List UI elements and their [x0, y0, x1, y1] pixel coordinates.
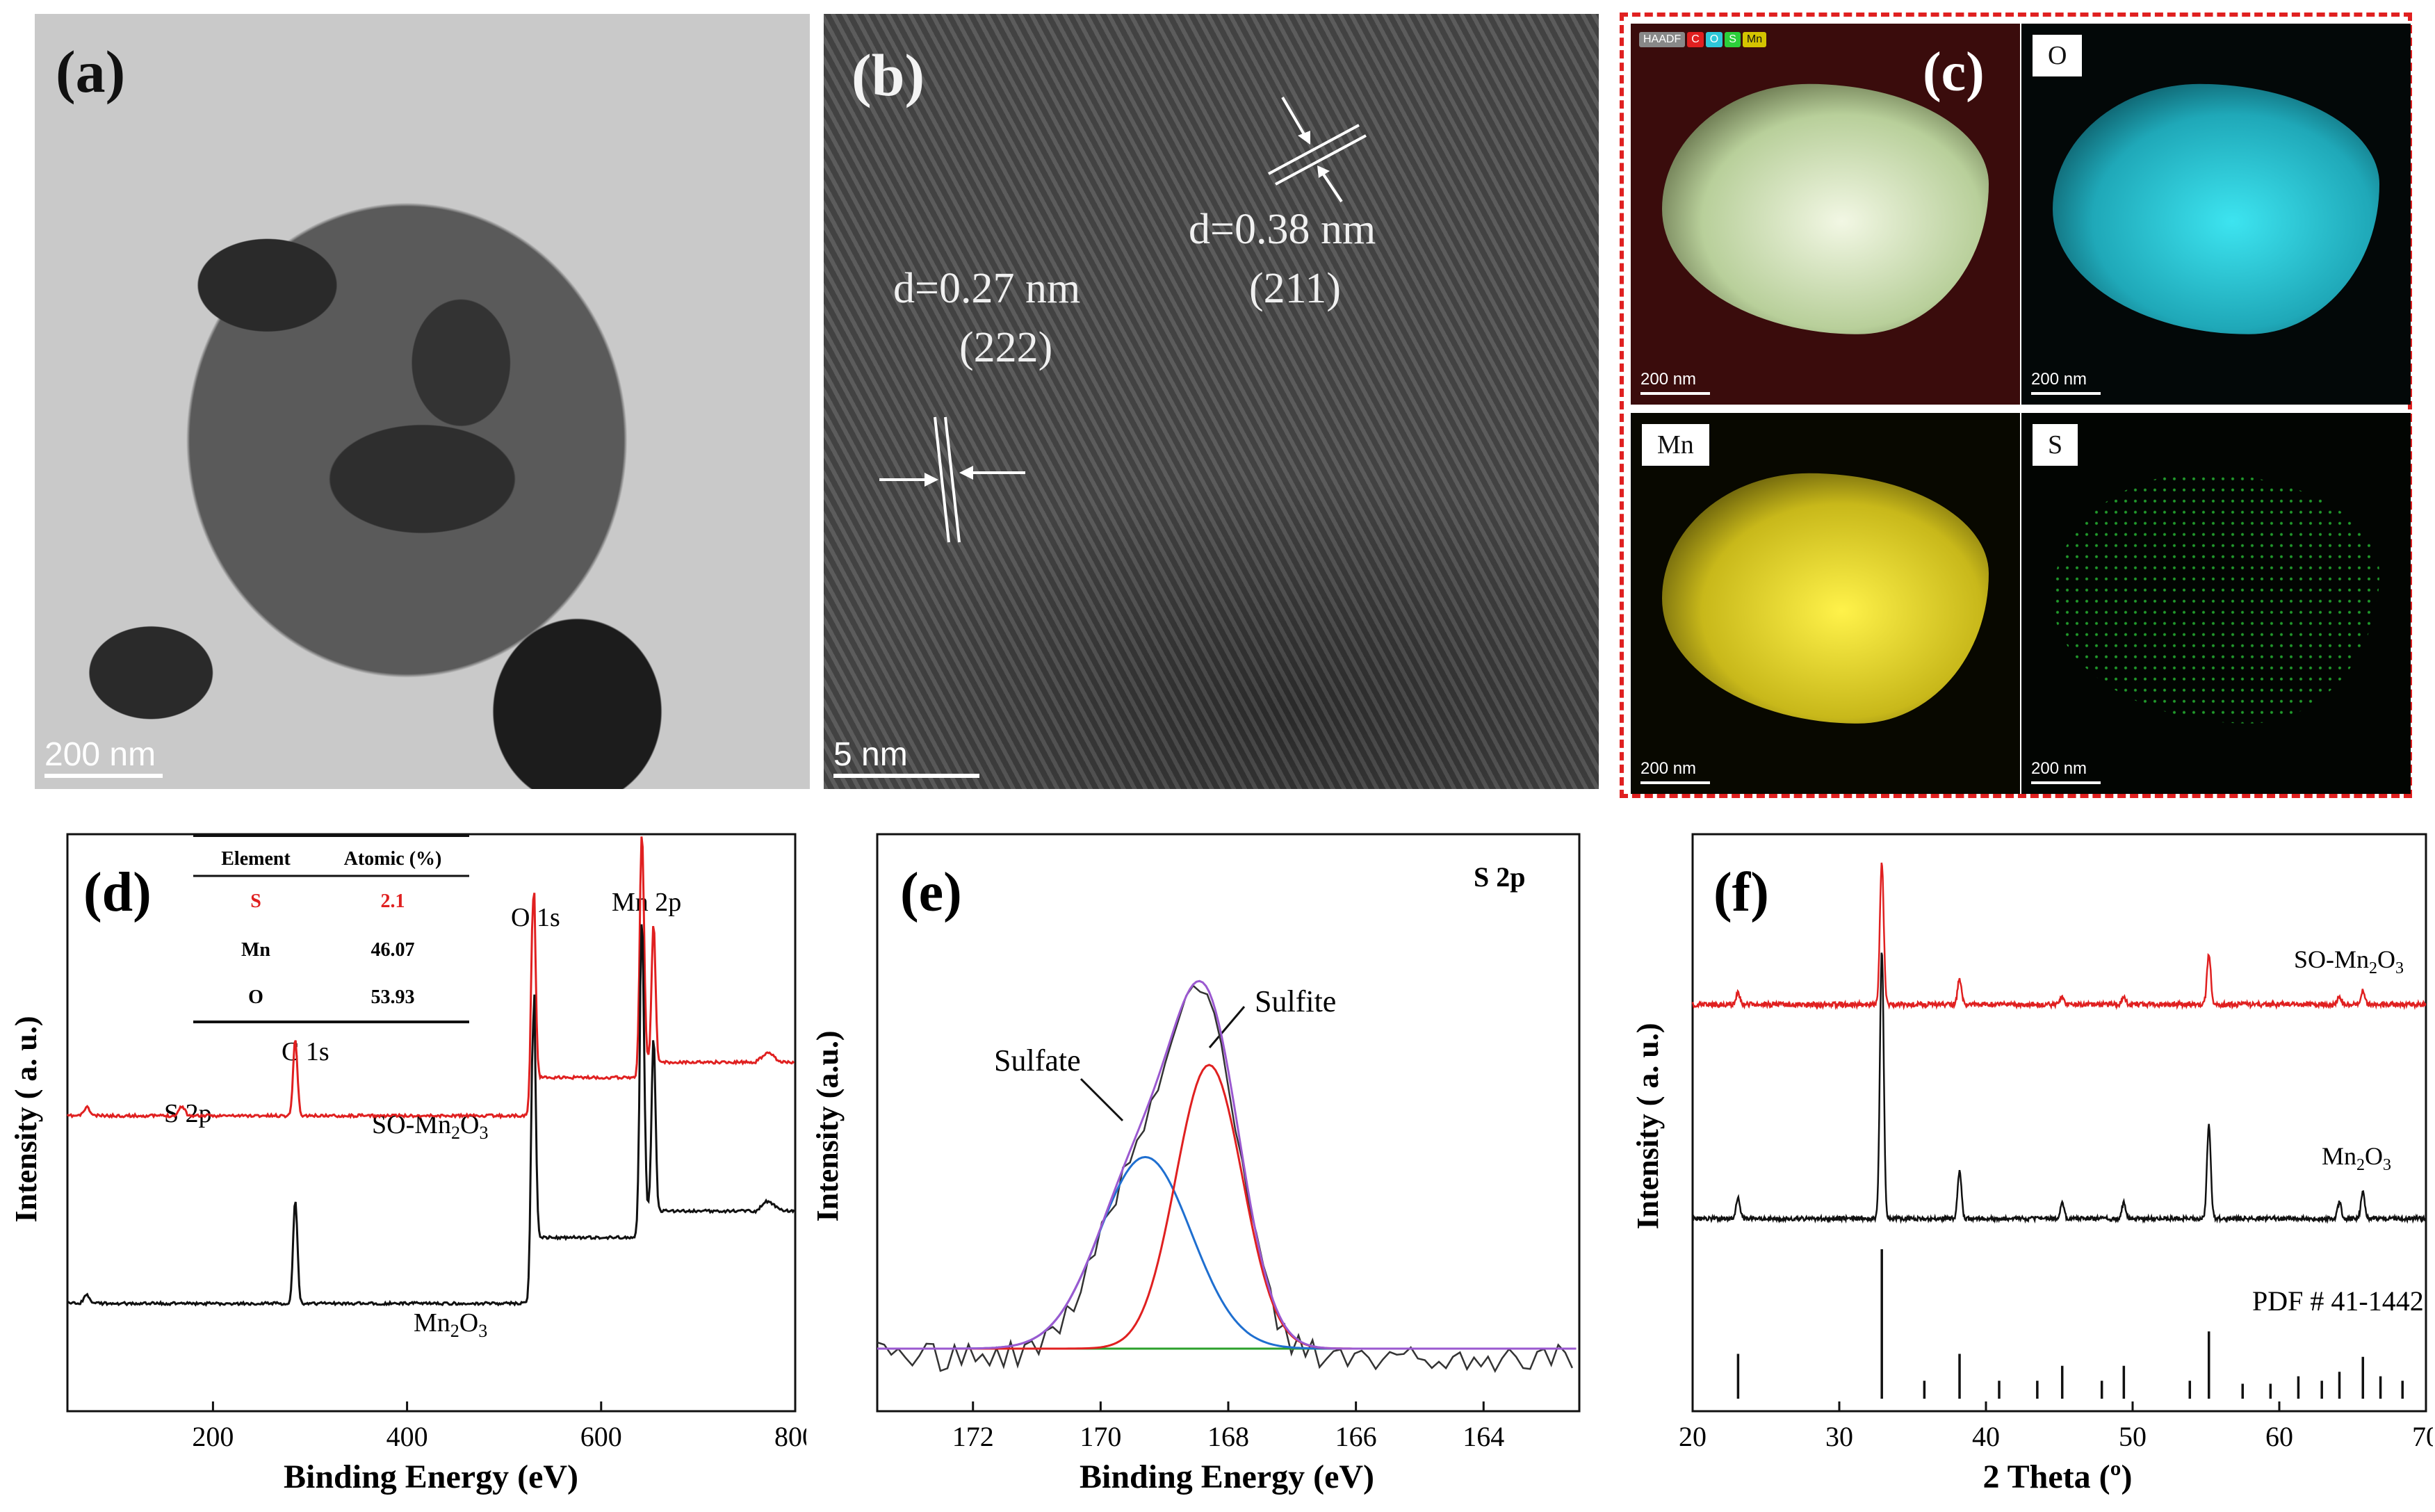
scale-label-a: 200 nm	[44, 736, 156, 773]
eds-maps-frame: HAADF C O S Mn (c) 200 nm O 200 nm Mn 200 nm…	[1620, 13, 2412, 798]
scale-bar-b: 5 nm	[833, 735, 979, 778]
map-tag-mn: Mn	[1642, 424, 1709, 466]
x-tick-label-f: 70	[2412, 1421, 2433, 1452]
panel-label-c: (c)	[1923, 42, 1985, 103]
s2p-svg: (e) S 2p Sulfate Sulfite Intensity (a.u.…	[811, 833, 1581, 1495]
scale-bar-c1: 200 nm	[1640, 370, 1710, 395]
fit-sulfite	[877, 1064, 1577, 1350]
x-tick-label-f: 60	[2265, 1421, 2293, 1452]
x-tick-label-d: 600	[580, 1421, 622, 1452]
table-cell-s-value: 2.1	[381, 891, 405, 912]
hrtem-image: (b) d=0.27 nm (222) d=0.38 nm (211) 5 nm	[824, 14, 1599, 789]
x-tick-label-f: 50	[2119, 1421, 2147, 1452]
series-line-mn2o3-f	[1691, 952, 2427, 1224]
legend-mn: Mn	[1742, 32, 1767, 47]
s2p-chart: (e) S 2p Sulfate Sulfite Intensity (a.u.…	[810, 820, 1595, 1509]
table-cell-mn-value: 46.07	[371, 939, 415, 961]
series-line-mn2o3	[67, 924, 795, 1307]
y-axis-label-f: Intensity ( a. u.)	[1631, 1023, 1665, 1229]
series-line-so-f	[1691, 862, 2427, 1011]
legend-c: C	[1687, 32, 1704, 47]
x-tick-label-d: 800	[774, 1421, 806, 1452]
x-tick-label-e: 170	[1080, 1421, 1121, 1452]
series-label-so-f: SO-Mn2O3	[2294, 945, 2404, 977]
scale-bar-c4: 200 nm	[2031, 759, 2101, 784]
x-tick-label-d: 200	[192, 1421, 234, 1452]
x-axis-label-f: 2 Theta (º)	[1983, 1458, 2133, 1495]
leader-sulfate	[1080, 1078, 1124, 1122]
hkl-2: (211)	[1249, 265, 1341, 312]
x-tick-label-d: 400	[386, 1421, 428, 1452]
inset-table: Element Atomic (%) S 2.1 Mn 46.07 O 53.9…	[193, 834, 469, 1023]
leader-sulfite	[1208, 1006, 1246, 1048]
series-line-so-mn2o3	[66, 836, 795, 1120]
plot-frame-f	[1691, 833, 2427, 1413]
d-spacing-2: d=0.38 nm	[1189, 206, 1376, 253]
x-tick-label-e: 172	[952, 1421, 994, 1452]
component-label-sulfite: Sulfite	[1255, 984, 1336, 1018]
map-legend: HAADF C O S Mn	[1639, 32, 1768, 47]
scale-bar-c3: 200 nm	[1640, 759, 1710, 784]
map-manganese: Mn 200 nm	[1631, 413, 2020, 794]
table-header-element: Element	[221, 848, 291, 870]
x-tick-label-f: 30	[1825, 1421, 1853, 1452]
hkl-1: (222)	[959, 324, 1052, 371]
x-tick-label-f: 20	[1679, 1421, 1707, 1452]
map-sulfur: S 200 nm	[2021, 413, 2411, 794]
table-header-atomic: Atomic (%)	[344, 848, 442, 870]
map-tag-s: S	[2033, 424, 2078, 466]
map-tag-o: O	[2033, 35, 2083, 76]
series-label-mn2o3-f: Mn2O3	[2322, 1142, 2391, 1174]
scale-label-c4: 200 nm	[2031, 759, 2087, 778]
legend-o: O	[1705, 32, 1723, 47]
x-tick-label-f: 40	[1972, 1421, 2000, 1452]
component-label-sulfate: Sulfate	[994, 1043, 1081, 1078]
table-cell-o-value: 53.93	[371, 986, 415, 1008]
xps-survey-svg: (d) Element Atomic (%) S 2.1 Mn 46.07 O …	[9, 833, 816, 1495]
plot-frame-e	[876, 833, 1581, 1413]
panel-label-a: (a)	[56, 38, 126, 105]
raw-spectrum	[877, 984, 1574, 1374]
panel-label-f: (f)	[1713, 862, 1769, 923]
panel-label-e: (e)	[900, 862, 962, 923]
scale-label-c2: 200 nm	[2031, 370, 2087, 389]
series-label-mn2o3: Mn2O3	[414, 1308, 487, 1341]
x-tick-label-e: 164	[1463, 1421, 1504, 1452]
x-tick-label-e: 166	[1335, 1421, 1377, 1452]
reference-label: PDF # 41-1442	[2252, 1285, 2424, 1317]
chart-title-e: S 2p	[1474, 861, 1526, 893]
xps-survey-chart: (d) Element Atomic (%) S 2.1 Mn 46.07 O …	[0, 820, 816, 1509]
xrd-svg: (f) SO-Mn2O3 Mn2O3 PDF # 41-1442 Intensi…	[1631, 833, 2435, 1495]
fit-envelope	[877, 979, 1577, 1350]
x-tick-label-e: 168	[1207, 1421, 1249, 1452]
d-spacing-1: d=0.27 nm	[893, 265, 1080, 312]
fit-sulfate	[877, 1155, 1577, 1350]
panel-label-d: (d)	[83, 862, 152, 923]
xrd-chart: (f) SO-Mn2O3 Mn2O3 PDF # 41-1442 Intensi…	[1599, 820, 2435, 1509]
table-cell-o: O	[248, 986, 263, 1008]
panel-label-b: (b)	[852, 42, 925, 108]
map-oxygen: O 200 nm	[2021, 24, 2411, 405]
y-axis-label-e: Intensity (a.u.)	[811, 1030, 845, 1221]
peak-label-c1s: C 1s	[282, 1037, 329, 1066]
legend-s: S	[1725, 32, 1741, 47]
y-axis-label-d: Intensity ( a. u.)	[9, 1016, 43, 1222]
peak-label-mn2p: Mn 2p	[612, 888, 681, 917]
scale-bar-a: 200 nm	[44, 735, 163, 778]
table-cell-s: S	[250, 891, 261, 912]
lattice-annotations: d=0.27 nm (222) d=0.38 nm (211)	[879, 96, 1376, 543]
tem-image: (a) 200 nm	[35, 14, 810, 789]
legend-haadf: HAADF	[1639, 32, 1686, 47]
x-axis-label-e: Binding Energy (eV)	[1080, 1458, 1374, 1495]
scale-label-b: 5 nm	[833, 736, 908, 773]
scale-label-c1: 200 nm	[1640, 370, 1697, 389]
x-axis-label-d: Binding Energy (eV)	[284, 1458, 578, 1495]
scale-bar-c2: 200 nm	[2031, 370, 2101, 395]
map-haadf: HAADF C O S Mn (c) 200 nm	[1631, 24, 2020, 405]
table-cell-mn: Mn	[241, 939, 270, 961]
scale-label-c3: 200 nm	[1640, 759, 1697, 778]
